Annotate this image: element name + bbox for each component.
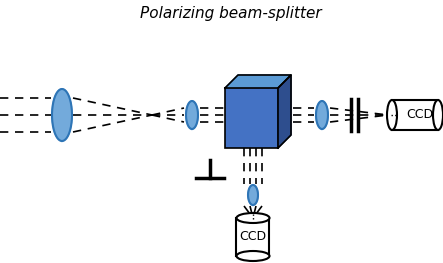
Text: CCD: CCD: [406, 109, 434, 122]
Polygon shape: [52, 89, 72, 141]
Ellipse shape: [433, 100, 443, 130]
Polygon shape: [278, 75, 291, 148]
Bar: [392, 100, 438, 130]
Polygon shape: [316, 101, 328, 129]
Bar: [225, 88, 278, 148]
Polygon shape: [225, 75, 291, 88]
Ellipse shape: [237, 251, 269, 261]
Polygon shape: [248, 185, 258, 205]
Ellipse shape: [237, 213, 269, 223]
Text: Polarizing beam-splitter: Polarizing beam-splitter: [140, 6, 321, 21]
Ellipse shape: [387, 100, 397, 130]
Bar: [237, 218, 269, 256]
Polygon shape: [186, 101, 198, 129]
Text: CCD: CCD: [239, 230, 267, 244]
